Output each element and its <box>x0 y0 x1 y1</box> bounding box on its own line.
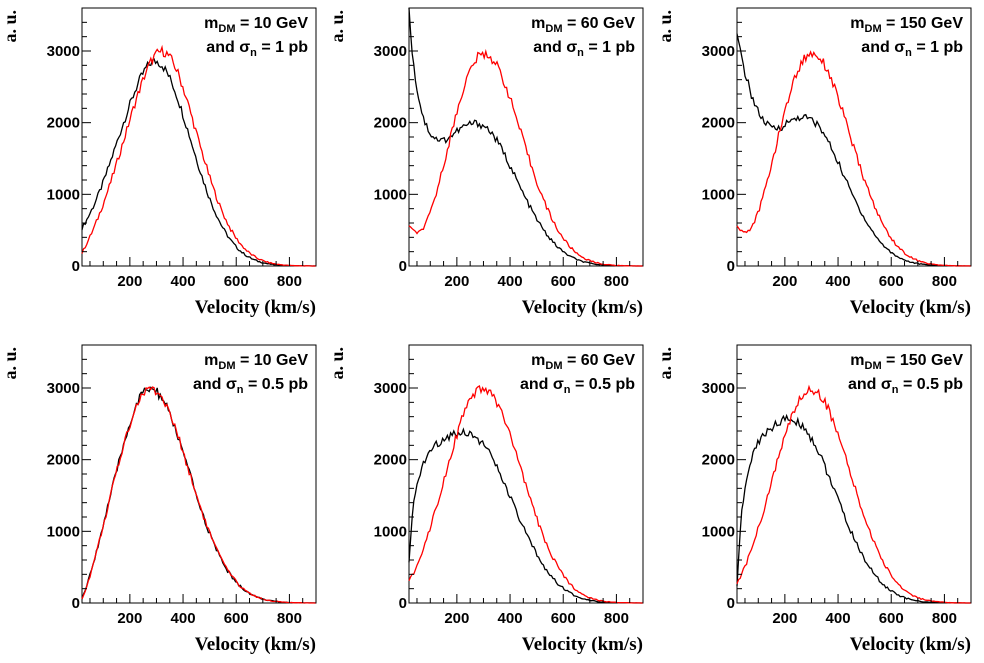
x-axis-label: Velocity (km/s) <box>850 634 971 655</box>
y-tick-label: 0 <box>72 595 80 612</box>
x-tick-label: 200 <box>117 610 142 627</box>
x-tick-label: 200 <box>772 610 797 627</box>
y-axis-label: a. u. <box>655 10 675 43</box>
y-tick-label: 1000 <box>374 523 407 540</box>
series-line-black <box>81 386 316 604</box>
annotation-mass: mDM = 10 GeV <box>204 352 308 372</box>
y-tick-label: 2000 <box>702 115 735 132</box>
y-axis-label: a. u. <box>327 10 347 43</box>
y-tick-label: 2000 <box>374 115 407 132</box>
chart-panel-2: 0 1000 2000 3000 200 400 600 800 a. u. Velocity (… <box>327 7 644 318</box>
x-tick-label: 600 <box>224 273 249 290</box>
x-axis-label: Velocity (km/s) <box>195 297 316 318</box>
chart-panel-5: 0 1000 2000 3000 200 400 600 800 a. u. Velocity (… <box>327 344 644 655</box>
x-tick-label: 800 <box>932 273 957 290</box>
x-tick-label: 400 <box>826 610 851 627</box>
annotation-mass: mDM = 150 GeV <box>850 15 963 35</box>
x-tick-label: 600 <box>551 273 576 290</box>
y-tick-label: 0 <box>399 595 407 612</box>
annotation-cross-section: and σn = 0.5 pb <box>520 376 635 396</box>
annotation-cross-section: and σn = 1 pb <box>206 39 308 59</box>
x-tick-label: 400 <box>498 273 523 290</box>
x-axis-label: Velocity (km/s) <box>850 297 971 318</box>
annotation-mass: mDM = 10 GeV <box>204 15 308 35</box>
y-tick-label: 3000 <box>374 43 407 60</box>
y-tick-label: 2000 <box>374 452 407 469</box>
series-line-black <box>81 57 316 267</box>
annotation-mass: mDM = 60 GeV <box>531 352 635 372</box>
y-tick-label: 1000 <box>47 186 80 203</box>
x-tick-label: 400 <box>171 273 196 290</box>
x-tick-label: 800 <box>277 273 302 290</box>
chart-panel-6: 0 1000 2000 3000 200 400 600 800 a. u. Velocity (… <box>655 344 972 655</box>
y-axis-label: a. u. <box>0 10 20 43</box>
y-tick-label: 3000 <box>374 380 407 397</box>
x-tick-label: 400 <box>498 610 523 627</box>
y-tick-label: 3000 <box>47 43 80 60</box>
chart-panel-4: 0 1000 2000 3000 200 400 600 800 a. u. Velocity (… <box>0 344 317 655</box>
series-line-red <box>81 44 316 267</box>
series-line-black <box>736 413 971 604</box>
chart-panel-3: 0 1000 2000 3000 200 400 600 800 a. u. Velocity (… <box>655 7 972 318</box>
series-line-red <box>736 384 971 604</box>
x-tick-label: 800 <box>604 610 629 627</box>
y-axis-label: a. u. <box>655 347 675 380</box>
series-line-black <box>736 33 971 267</box>
y-tick-label: 0 <box>727 258 735 275</box>
y-axis-label: a. u. <box>0 347 20 380</box>
series-line-red <box>736 50 971 267</box>
x-tick-label: 600 <box>224 610 249 627</box>
y-tick-label: 1000 <box>702 186 735 203</box>
annotation-cross-section: and σn = 1 pb <box>861 39 963 59</box>
series-line-red <box>408 385 643 604</box>
x-tick-label: 800 <box>604 273 629 290</box>
x-tick-label: 600 <box>879 273 904 290</box>
x-tick-label: 400 <box>171 610 196 627</box>
y-tick-label: 1000 <box>374 186 407 203</box>
annotation-mass: mDM = 150 GeV <box>850 352 963 372</box>
x-tick-label: 200 <box>444 610 469 627</box>
series-line-red <box>408 48 643 267</box>
y-tick-label: 0 <box>727 595 735 612</box>
annotation-cross-section: and σn = 0.5 pb <box>193 376 308 396</box>
y-tick-label: 1000 <box>47 523 80 540</box>
series-line-black <box>408 427 643 604</box>
x-tick-label: 600 <box>551 610 576 627</box>
x-tick-label: 400 <box>826 273 851 290</box>
series-line-red <box>81 386 316 604</box>
y-tick-label: 2000 <box>702 452 735 469</box>
x-tick-label: 800 <box>932 610 957 627</box>
annotation-mass: mDM = 60 GeV <box>531 15 635 35</box>
y-tick-label: 3000 <box>702 380 735 397</box>
x-axis-label: Velocity (km/s) <box>195 634 316 655</box>
x-tick-label: 600 <box>879 610 904 627</box>
annotation-cross-section: and σn = 1 pb <box>533 39 635 59</box>
annotation-cross-section: and σn = 0.5 pb <box>848 376 963 396</box>
y-tick-label: 2000 <box>47 115 80 132</box>
y-tick-label: 0 <box>399 258 407 275</box>
y-axis-label: a. u. <box>327 347 347 380</box>
x-tick-label: 800 <box>277 610 302 627</box>
x-tick-label: 200 <box>772 273 797 290</box>
chart-panel-1: 0 1000 2000 3000 200 400 600 800 a. u. Velocity (… <box>0 7 317 318</box>
y-tick-label: 2000 <box>47 452 80 469</box>
y-tick-label: 0 <box>72 258 80 275</box>
series-line-black <box>408 7 643 267</box>
x-tick-label: 200 <box>117 273 142 290</box>
x-tick-label: 200 <box>444 273 469 290</box>
y-tick-label: 3000 <box>47 380 80 397</box>
x-axis-label: Velocity (km/s) <box>522 297 643 318</box>
x-axis-label: Velocity (km/s) <box>522 634 643 655</box>
y-tick-label: 1000 <box>702 523 735 540</box>
y-tick-label: 3000 <box>702 43 735 60</box>
